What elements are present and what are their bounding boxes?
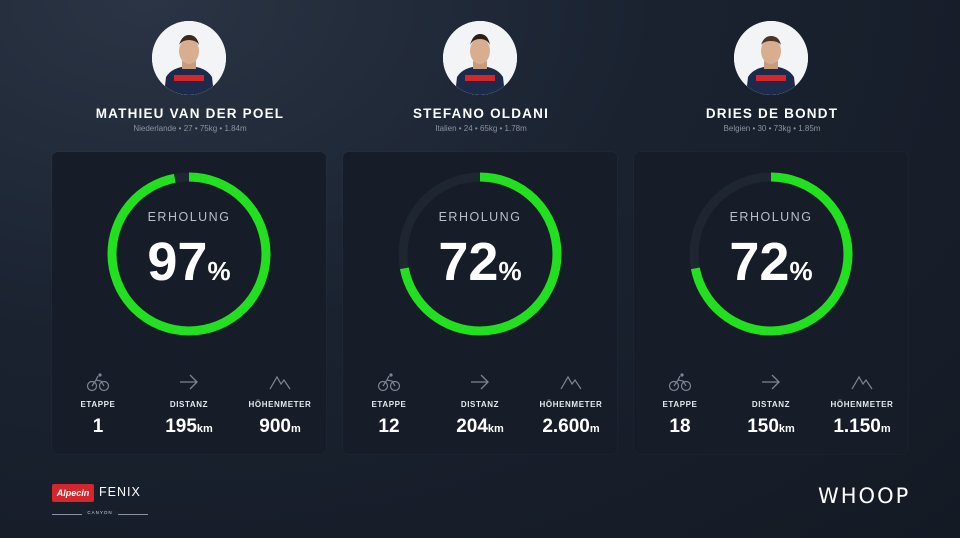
stat-value: 150km [725, 416, 817, 438]
mountain-icon [560, 375, 582, 390]
recovery-label: ERHOLUNG [438, 210, 522, 224]
recovery-value: 72% [634, 232, 908, 301]
stat-number: 150 [747, 416, 779, 437]
alpecin-logo: Alpecin [52, 484, 94, 502]
cyclist-icon [377, 373, 401, 392]
stat-number: 1 [92, 416, 104, 437]
team-logo: Alpecin FENIX CANYON [52, 484, 152, 518]
recovery-number: 72 [729, 232, 790, 292]
stat-label: DISTANZ [751, 400, 791, 409]
stat-unit: m [589, 423, 600, 435]
stat-label: ETAPPE [662, 400, 698, 409]
stat-number: 2.600 [542, 416, 590, 437]
stat-number: 900 [259, 416, 291, 437]
fenix-logo: FENIX [99, 485, 141, 499]
rider-meta: Niederlande • 27 • 75kg • 1.84m [133, 124, 247, 133]
recovery-number: 72 [438, 232, 499, 292]
recovery-ring [689, 172, 853, 336]
stat-label: DISTANZ [169, 400, 209, 409]
stat-label: HÖHENMETER [830, 400, 894, 409]
stats-row: ETAPPE 12 DISTANZ 204km HÖHENMETER 2.600… [343, 372, 617, 442]
recovery-unit: % [207, 256, 231, 286]
stat-value: 900m [234, 416, 326, 438]
recovery-ring [398, 172, 562, 336]
stat-number: 204 [456, 416, 488, 437]
rider-name: MATHIEU VAN DER POEL [95, 106, 285, 121]
stat-number: 1.150 [833, 416, 881, 437]
arrow-right-icon [471, 374, 489, 390]
stat-label: ETAPPE [371, 400, 407, 409]
recovery-label: ERHOLUNG [147, 210, 231, 224]
stat-unit: km [487, 423, 504, 435]
rider-meta: Italien • 24 • 65kg • 1.78m [435, 124, 527, 133]
stat-label: DISTANZ [460, 400, 500, 409]
recovery-unit: % [498, 256, 522, 286]
canyon-logo: CANYON [82, 510, 118, 515]
cyclist-icon [668, 373, 692, 392]
recovery-card: ERHOLUNG 97% ETAPPE 1 DISTANZ 195km HÖHE… [52, 152, 326, 454]
recovery-label: ERHOLUNG [729, 210, 813, 224]
stat-label: HÖHENMETER [539, 400, 603, 409]
stat-value: 12 [343, 416, 435, 438]
stat-unit: m [290, 423, 301, 435]
stat-value: 195km [143, 416, 235, 438]
whoop-logo: WHOOP [818, 484, 911, 508]
mountain-icon [851, 375, 873, 390]
stat-value: 1 [52, 416, 144, 438]
arrow-right-icon [180, 374, 198, 390]
rider-avatar [152, 21, 226, 95]
recovery-ring [107, 172, 271, 336]
mountain-icon [269, 375, 291, 390]
stat-unit: km [778, 423, 795, 435]
stat-value: 1.150m [816, 416, 908, 438]
stat-unit: m [880, 423, 891, 435]
stat-value: 204km [434, 416, 526, 438]
recovery-card: ERHOLUNG 72% ETAPPE 18 DISTANZ 150km HÖH… [634, 152, 908, 454]
rider-meta: Belgien • 30 • 73kg • 1.85m [723, 124, 821, 133]
arrow-right-icon [762, 374, 780, 390]
stat-value: 18 [634, 416, 726, 438]
recovery-value: 97% [52, 232, 326, 301]
recovery-number: 97 [147, 232, 208, 292]
stats-row: ETAPPE 18 DISTANZ 150km HÖHENMETER 1.150… [634, 372, 908, 442]
recovery-card: ERHOLUNG 72% ETAPPE 12 DISTANZ 204km HÖH… [343, 152, 617, 454]
rider-name: DRIES DE BONDT [705, 106, 839, 121]
recovery-value: 72% [343, 232, 617, 301]
stat-label: ETAPPE [80, 400, 116, 409]
cyclist-icon [86, 373, 110, 392]
stat-number: 12 [378, 416, 400, 437]
stats-row: ETAPPE 1 DISTANZ 195km HÖHENMETER 900m [52, 372, 326, 442]
stat-number: 18 [669, 416, 691, 437]
stat-value: 2.600m [525, 416, 617, 438]
rider-avatar [734, 21, 808, 95]
rider-name: STEFANO OLDANI [412, 106, 550, 121]
stat-label: HÖHENMETER [248, 400, 312, 409]
stat-number: 195 [165, 416, 197, 437]
rider-avatar [443, 21, 517, 95]
recovery-unit: % [789, 256, 813, 286]
stat-unit: km [196, 423, 213, 435]
